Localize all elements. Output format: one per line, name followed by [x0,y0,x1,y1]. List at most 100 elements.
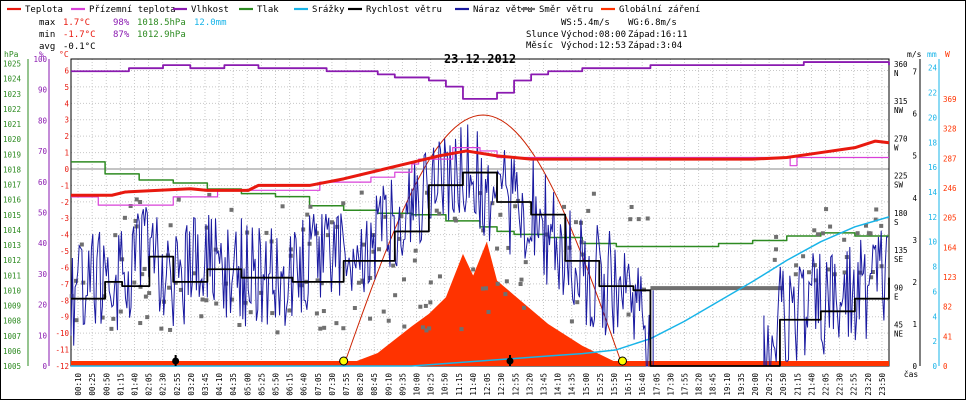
wind-direction-point [636,217,641,222]
tick-time: 02:05 [145,373,154,396]
wind-direction-point [626,312,631,317]
wind-direction-point [486,309,491,314]
wind-direction-point [397,236,402,241]
stats-avg-label: avg [39,42,55,52]
legend-label: Tlak [257,5,279,15]
axis-title-mm: mm [927,50,937,59]
wind-direction-point [423,303,428,308]
wind-direction-point [204,298,209,303]
tick-ms: 3 [912,236,917,245]
wind-direction-point [812,228,817,233]
tick-time: 01:15 [116,373,125,396]
wind-direction-point [801,254,806,259]
tick-time: 13:20 [525,373,534,396]
ground-temp-line [71,147,889,206]
tick-time: 10:00 [413,373,422,396]
wind-direction-point [428,280,433,285]
humidity-line [71,61,890,100]
wind-direction-point [128,204,133,209]
wind-direction-point [138,321,143,326]
tick-dir: SW [894,181,904,190]
wind-direction-point [314,311,319,316]
wind-direction-point [420,325,425,330]
wind-direction-point [173,280,178,285]
tick-hpa: 1011 [3,271,21,280]
stats-min-hum: 87% [113,30,130,40]
wind-direction-point [386,318,391,323]
wind-direction-point [513,204,518,209]
tick-time: 22:55 [850,373,859,396]
wind-direction-point [319,281,324,286]
tick-c: -9 [60,313,69,322]
stats-max-rain: 12.0mm [194,18,227,28]
wind-direction-point [361,242,366,247]
tick-time: 21:40 [807,373,816,396]
wind-direction-point [842,237,847,242]
wind-direction-point [383,214,388,219]
tick-ms: 4 [912,194,917,203]
wind-direction-point [138,200,143,205]
tick-time: 12:05 [483,373,492,396]
tick-w: 205 [943,214,957,223]
wind-direction-point [237,322,242,327]
tick-deg: 180 [894,209,908,218]
radiation-baseline [71,361,889,366]
wind-direction-point [484,286,489,291]
wind-direction-point [322,325,327,330]
tick-w: 328 [943,125,957,134]
tick-hpa: 1019 [3,150,21,159]
wind-direction-point [772,257,777,262]
axis-title-pct: % [39,50,44,59]
tick-deg: 45 [894,321,903,330]
sunset-marker [617,356,627,366]
wind-direction-point [586,208,591,213]
stats-min-temp: -1.7°C [63,30,96,40]
wind-direction-point [315,278,320,283]
wind-direction-point [264,230,269,235]
tick-time: 09:35 [398,373,407,396]
wind-direction-point [230,297,235,302]
tick-pct: 90 [38,86,48,95]
info-moon-set: Západ:3:04 [628,41,682,51]
sun-moon-markers [172,355,627,366]
tick-time: 08:45 [370,373,379,396]
wind-direction-point [134,197,139,202]
wind-direction-point [341,326,346,331]
stats-max-press: 1018.5hPa [137,18,186,28]
wind-direction-point [248,310,253,315]
tick-time: 14:10 [554,373,563,396]
time-axis: 00:10 00:25 00:50 01:15 01:40 02:05 02:30 02:55… [74,369,918,396]
tick-hpa: 1016 [3,196,22,205]
tick-time: 05:00 [243,373,252,396]
wind-direction-point [874,207,879,212]
legend-label: Náraz větru [473,5,533,15]
legend-label: Směr větru [539,5,593,15]
tick-pct: 60 [38,178,48,187]
tick-pct: 10 [38,331,48,340]
wind-direction-point [74,278,79,283]
tick-time: 06:15 [286,373,295,396]
wind-direction-point [412,258,417,263]
stats-min-label: min [39,30,55,40]
wind-direction-point [424,328,429,333]
wind-direction-point [359,190,364,195]
wind-direction-point [863,223,868,228]
tick-hpa: 1025 [3,60,21,69]
tick-mm: 12 [928,213,937,222]
tick-time: 04:35 [229,373,238,396]
wind-direction-point [167,285,172,290]
wind-direction-point [118,309,123,314]
tick-time: 20:00 [751,373,760,396]
tick-time: 17:30 [666,373,675,396]
tick-time: 20:50 [779,373,788,396]
tick-pct: 0 [42,362,47,371]
wind-direction-point [418,304,423,309]
wind-direction-point [427,326,432,331]
wind-direction-point [401,277,406,282]
axis-title-time: čas [904,369,919,379]
tick-mm: 4 [932,312,937,321]
tick-c: -2 [60,198,69,207]
stats-max-temp: 1.7°C [63,18,90,28]
tick-time: 02:30 [159,373,168,396]
tick-time: 10:25 [427,373,436,396]
